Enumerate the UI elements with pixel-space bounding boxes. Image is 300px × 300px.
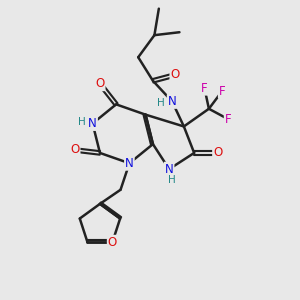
Text: H: H [77, 117, 85, 127]
Text: F: F [201, 82, 208, 95]
Text: F: F [219, 85, 226, 98]
Text: H: H [168, 175, 176, 185]
Text: F: F [225, 112, 231, 126]
Text: O: O [170, 68, 180, 81]
Text: O: O [108, 236, 117, 249]
Text: N: N [88, 117, 97, 130]
Text: H: H [157, 98, 165, 108]
Text: N: N [125, 157, 134, 170]
Text: O: O [95, 77, 105, 90]
Text: N: N [168, 95, 176, 108]
Text: O: O [70, 143, 80, 157]
Text: O: O [213, 146, 222, 159]
Text: N: N [165, 163, 173, 176]
